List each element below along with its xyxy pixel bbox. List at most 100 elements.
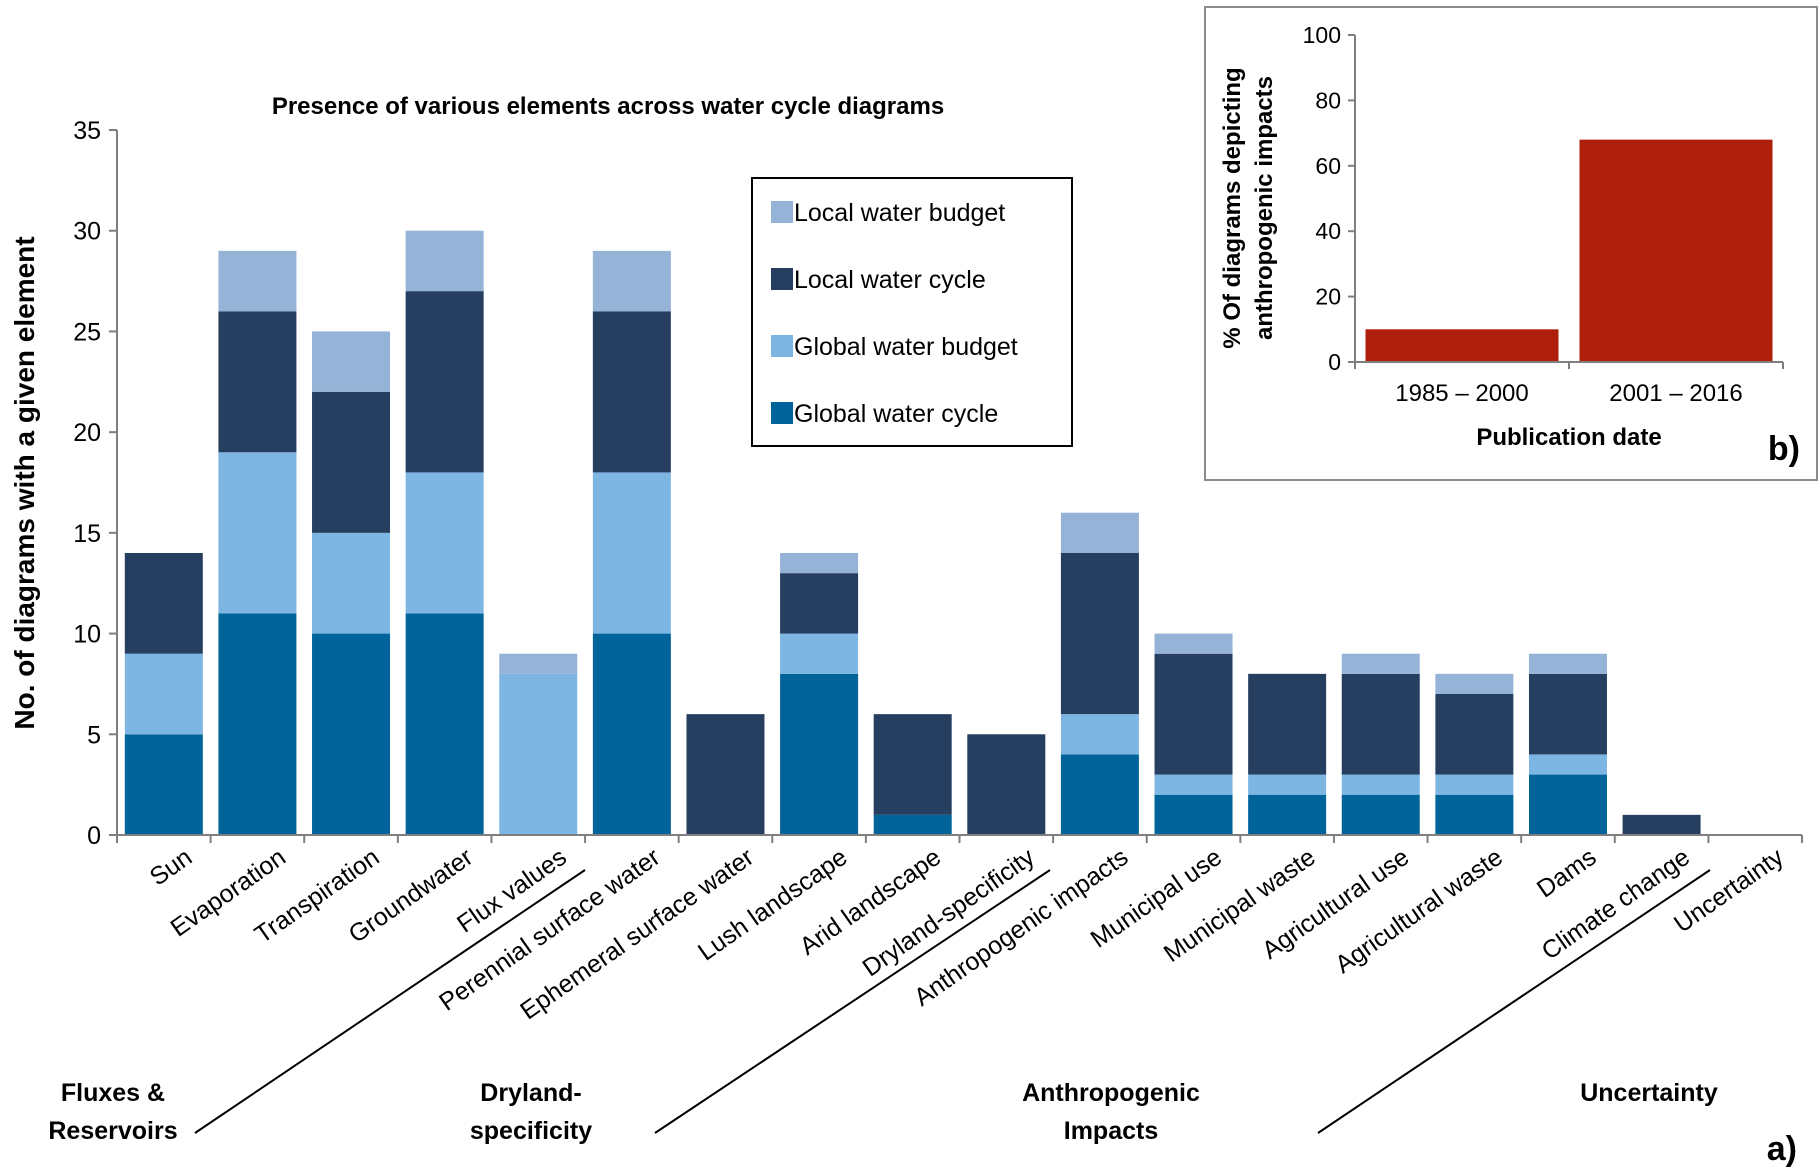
inset-bar-chart: % Of diagrams depicting anthropogenic imp… <box>1204 6 1818 481</box>
bar-segment <box>873 714 952 815</box>
bar-segment <box>592 633 671 835</box>
bar-segment <box>967 734 1046 835</box>
bar-segment <box>1435 673 1514 694</box>
bar-segment <box>780 633 859 674</box>
bar-segment <box>218 452 297 614</box>
inset-axes <box>1354 35 1784 369</box>
inset-y-tick-label: 100 <box>1303 22 1341 48</box>
bar-segment <box>1528 653 1607 674</box>
bar-segment <box>405 472 484 614</box>
chart-title: Presence of various elements across wate… <box>272 93 944 120</box>
bar-segment <box>405 613 484 835</box>
bar-segment <box>1060 754 1139 835</box>
y-tick-label: 35 <box>73 117 101 145</box>
legend-swatch <box>771 335 793 357</box>
bar-segment <box>1341 794 1420 835</box>
inset-x-tick-labels: 1985 – 2000 2001 – 2016 <box>1395 380 1742 407</box>
bars <box>124 230 1701 835</box>
bar-segment <box>1154 633 1233 654</box>
y-axis-label: No. of diagrams with a given element <box>9 236 40 729</box>
inset-y-tick-label: 0 <box>1328 349 1341 375</box>
inset-x-tick-label: 1985 – 2000 <box>1395 380 1528 407</box>
bar-segment <box>1435 794 1514 835</box>
y-tick-label: 25 <box>73 318 101 346</box>
bar-segment <box>218 250 297 312</box>
bar-segment <box>1248 794 1327 835</box>
inset-y-axis-label-line: % Of diagrams depicting <box>1219 67 1246 348</box>
group-label: Uncertainty <box>1580 1079 1718 1107</box>
inset-y-axis-label-line: anthropogenic impacts <box>1251 76 1278 340</box>
y-tick-label: 0 <box>87 822 101 850</box>
legend-label: Local water cycle <box>794 266 986 294</box>
bar-segment <box>1528 754 1607 775</box>
group-label: Fluxes & Reservoirs <box>48 1079 177 1145</box>
x-tick-label: Dams <box>1532 843 1602 903</box>
bar-segment <box>1060 714 1139 755</box>
legend-swatch <box>771 201 793 223</box>
legend-label: Global water cycle <box>794 400 998 428</box>
bar-segment <box>1528 774 1607 835</box>
bar-segment <box>686 714 765 835</box>
group-separator <box>1317 869 1711 1134</box>
bar-segment <box>1060 512 1139 553</box>
bar-segment <box>312 633 391 835</box>
bar-segment <box>124 653 203 735</box>
inset-x-axis-label: Publication date <box>1476 424 1661 451</box>
bar-segment <box>124 553 203 654</box>
bar-segment <box>1622 814 1701 835</box>
inset-y-tick-label: 40 <box>1315 218 1341 244</box>
group-label-line: specificity <box>470 1117 592 1145</box>
inset-y-tick-label: 60 <box>1315 153 1341 179</box>
inset-y-tick-label: 80 <box>1315 87 1341 113</box>
inset-y-tick-label: 20 <box>1315 284 1341 310</box>
bar-segment <box>1248 774 1327 795</box>
group-label-line: Impacts <box>1064 1117 1158 1145</box>
y-tick-label: 20 <box>73 419 101 447</box>
group-label-line: Fluxes & <box>61 1079 165 1107</box>
bar-segment <box>1341 673 1420 775</box>
x-tick-label: Sun <box>145 843 197 891</box>
bar-segment <box>780 673 859 835</box>
bar-segment <box>1060 553 1139 715</box>
category-groups: Fluxes & Reservoirs Dryland-specificity Ant… <box>48 869 1718 1145</box>
legend-box <box>751 177 1073 447</box>
bar-segment <box>218 613 297 835</box>
bar-segment <box>1154 774 1233 795</box>
x-tick-label: Agricultural waste <box>1330 843 1508 979</box>
group-label: Dryland-specificity <box>470 1079 592 1145</box>
legend-label: Global water budget <box>794 333 1018 361</box>
panel-label: a) <box>1767 1130 1797 1168</box>
bar-segment <box>218 311 297 453</box>
group-label-line: Anthropogenic <box>1022 1079 1200 1107</box>
group-label-line: Reservoirs <box>48 1117 177 1145</box>
bar-segment <box>124 734 203 835</box>
bar-segment <box>780 553 859 574</box>
inset-panel-label: b) <box>1768 430 1800 468</box>
inset-bars <box>1365 139 1773 362</box>
inset-bar <box>1579 139 1773 362</box>
inset-bar <box>1365 329 1559 362</box>
y-tick-label: 10 <box>73 621 101 649</box>
group-label-line: Uncertainty <box>1580 1079 1718 1107</box>
y-axis-ticks: 0 5 10 15 20 25 30 35 <box>73 117 117 850</box>
bar-segment <box>499 673 578 835</box>
group-label-line: Dryland- <box>480 1079 581 1107</box>
legend: Local water budget Local water cycle Globa… <box>751 177 1073 447</box>
legend-swatch <box>771 268 793 290</box>
group-label: Anthropogenic Impacts <box>1022 1079 1200 1145</box>
bar-segment <box>312 532 391 634</box>
group-separator <box>654 869 1051 1134</box>
bar-segment <box>1341 653 1420 674</box>
bar-segment <box>312 331 391 392</box>
bar-segment <box>873 814 952 835</box>
inset-y-axis-label: % Of diagrams depicting anthropogenic imp… <box>1219 67 1278 348</box>
bar-segment <box>312 391 391 533</box>
bar-segment <box>780 573 859 634</box>
axes <box>116 130 1803 843</box>
group-separator <box>194 869 586 1134</box>
bar-segment <box>1154 794 1233 835</box>
bar-segment <box>1435 774 1514 795</box>
bar-segment <box>1528 673 1607 755</box>
bar-segment <box>499 653 578 674</box>
